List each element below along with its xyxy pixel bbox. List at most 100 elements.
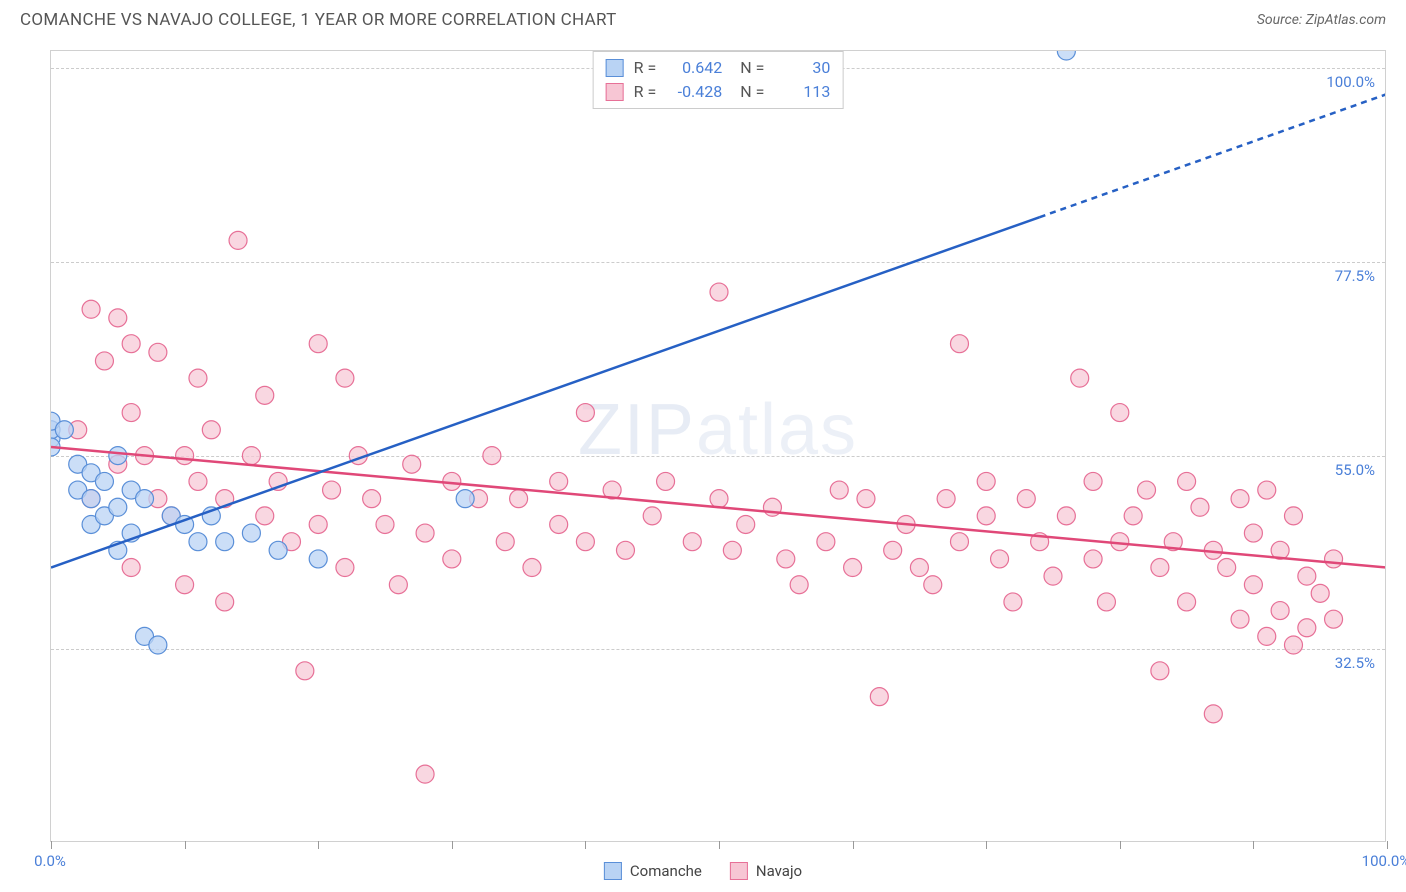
legend-item-navajo: Navajo bbox=[730, 862, 802, 880]
navajo-point bbox=[1298, 567, 1316, 585]
swatch-comanche bbox=[606, 59, 624, 77]
navajo-point bbox=[844, 559, 862, 577]
legend-item-comanche: Comanche bbox=[604, 862, 702, 880]
comanche-point bbox=[82, 490, 100, 508]
navajo-point bbox=[336, 369, 354, 387]
navajo-point bbox=[1231, 490, 1249, 508]
navajo-point bbox=[82, 300, 100, 318]
legend-label: Comanche bbox=[630, 862, 702, 880]
x-tick bbox=[185, 841, 186, 849]
navajo-point bbox=[1178, 472, 1196, 490]
navajo-point bbox=[95, 352, 113, 370]
navajo-point bbox=[1325, 610, 1343, 628]
navajo-point bbox=[336, 559, 354, 577]
navajo-point bbox=[443, 550, 461, 568]
bottom-legend: Comanche Navajo bbox=[604, 862, 802, 880]
swatch-navajo-bottom bbox=[730, 862, 748, 880]
navajo-point bbox=[910, 559, 928, 577]
comanche-point bbox=[1057, 51, 1075, 60]
navajo-point bbox=[1084, 550, 1102, 568]
r-val-comanche: 0.642 bbox=[666, 56, 722, 80]
r-label: R = bbox=[634, 80, 657, 104]
navajo-point bbox=[1138, 481, 1156, 499]
navajo-point bbox=[242, 447, 260, 465]
chart-title: COMANCHE VS NAVAJO COLLEGE, 1 YEAR OR MO… bbox=[20, 10, 617, 30]
navajo-point bbox=[991, 550, 1009, 568]
navajo-point bbox=[977, 507, 995, 525]
navajo-point bbox=[1218, 559, 1236, 577]
navajo-point bbox=[790, 576, 808, 594]
navajo-point bbox=[710, 490, 728, 508]
comanche-point bbox=[269, 541, 287, 559]
navajo-point bbox=[389, 576, 407, 594]
x-tick bbox=[719, 841, 720, 849]
navajo-point bbox=[523, 559, 541, 577]
swatch-comanche-bottom bbox=[604, 862, 622, 880]
navajo-point bbox=[510, 490, 528, 508]
navajo-point bbox=[309, 515, 327, 533]
navajo-point bbox=[1325, 550, 1343, 568]
x-tick-label: 100.0% bbox=[1362, 852, 1406, 870]
x-tick bbox=[853, 841, 854, 849]
navajo-trend bbox=[51, 447, 1385, 568]
x-tick bbox=[1387, 841, 1388, 849]
y-tick-label: 100.0% bbox=[1324, 73, 1377, 91]
navajo-point bbox=[1178, 593, 1196, 611]
navajo-point bbox=[1151, 559, 1169, 577]
n-label: N = bbox=[732, 56, 764, 80]
navajo-point bbox=[229, 231, 247, 249]
navajo-point bbox=[950, 533, 968, 551]
navajo-point bbox=[550, 515, 568, 533]
navajo-point bbox=[1231, 610, 1249, 628]
navajo-point bbox=[1298, 619, 1316, 637]
navajo-point bbox=[683, 533, 701, 551]
navajo-point bbox=[1284, 636, 1302, 654]
navajo-point bbox=[1017, 490, 1035, 508]
navajo-point bbox=[777, 550, 795, 568]
y-tick-label: 32.5% bbox=[1333, 654, 1377, 672]
comanche-point bbox=[149, 636, 167, 654]
comanche-point bbox=[136, 490, 154, 508]
chart-source: Source: ZipAtlas.com bbox=[1257, 12, 1386, 28]
n-val-navajo: 113 bbox=[774, 80, 830, 104]
navajo-point bbox=[376, 515, 394, 533]
comanche-trend-dashed bbox=[1040, 94, 1385, 217]
navajo-point bbox=[1244, 576, 1262, 594]
chart-header: COMANCHE VS NAVAJO COLLEGE, 1 YEAR OR MO… bbox=[0, 0, 1406, 38]
navajo-point bbox=[1057, 507, 1075, 525]
swatch-navajo bbox=[606, 83, 624, 101]
navajo-point bbox=[884, 541, 902, 559]
navajo-point bbox=[576, 404, 594, 422]
navajo-point bbox=[576, 533, 594, 551]
navajo-point bbox=[657, 472, 675, 490]
navajo-point bbox=[176, 576, 194, 594]
stats-row-navajo: R = -0.428 N = 113 bbox=[606, 80, 831, 104]
x-tick bbox=[1120, 841, 1121, 849]
navajo-point bbox=[1044, 567, 1062, 585]
comanche-point bbox=[309, 550, 327, 568]
legend-label: Navajo bbox=[756, 862, 802, 880]
navajo-point bbox=[950, 335, 968, 353]
stats-row-comanche: R = 0.642 N = 30 bbox=[606, 56, 831, 80]
navajo-point bbox=[496, 533, 514, 551]
navajo-point bbox=[109, 309, 127, 327]
navajo-point bbox=[189, 472, 207, 490]
navajo-point bbox=[1084, 472, 1102, 490]
navajo-point bbox=[403, 455, 421, 473]
navajo-point bbox=[1271, 602, 1289, 620]
navajo-point bbox=[1258, 627, 1276, 645]
navajo-point bbox=[723, 541, 741, 559]
navajo-point bbox=[643, 507, 661, 525]
comanche-point bbox=[95, 472, 113, 490]
comanche-point bbox=[109, 498, 127, 516]
x-tick bbox=[986, 841, 987, 849]
plot-area: ZIPatlas R = 0.642 N = 30 R = -0.428 N =… bbox=[51, 51, 1385, 841]
x-tick bbox=[452, 841, 453, 849]
navajo-point bbox=[122, 404, 140, 422]
navajo-point bbox=[1097, 593, 1115, 611]
navajo-point bbox=[1111, 404, 1129, 422]
navajo-point bbox=[122, 559, 140, 577]
x-tick bbox=[1253, 841, 1254, 849]
navajo-point bbox=[149, 343, 167, 361]
navajo-point bbox=[256, 507, 274, 525]
